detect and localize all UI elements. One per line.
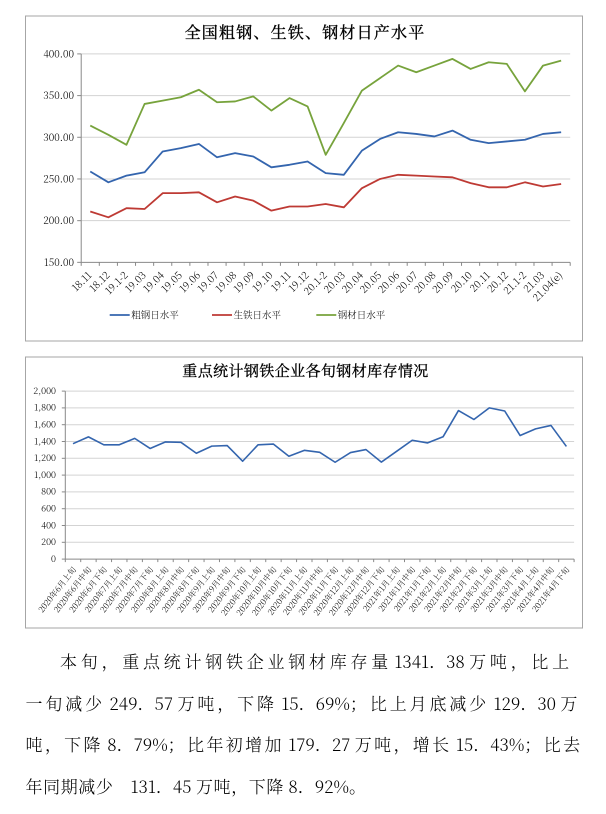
svg-text:400.00: 400.00 <box>43 45 74 60</box>
svg-text:300.00: 300.00 <box>43 129 74 144</box>
svg-text:1,000: 1,000 <box>34 468 56 481</box>
svg-text:150.00: 150.00 <box>44 254 74 269</box>
svg-text:2,000: 2,000 <box>33 384 56 397</box>
svg-text:1,400: 1,400 <box>34 434 56 447</box>
svg-text:350.00: 350.00 <box>43 87 74 102</box>
svg-text:1,600: 1,600 <box>34 418 56 431</box>
svg-text:1,800: 1,800 <box>34 401 56 414</box>
svg-text:全国粗钢、生铁、钢材日产水平: 全国粗钢、生铁、钢材日产水平 <box>185 20 426 43</box>
svg-text:粗钢日水平: 粗钢日水平 <box>131 308 179 322</box>
svg-text:200.00: 200.00 <box>43 212 74 227</box>
svg-text:400: 400 <box>41 518 56 531</box>
svg-text:重点统计钢铁企业各旬钢材库存情况: 重点统计钢铁企业各旬钢材库存情况 <box>182 360 428 381</box>
svg-text:1,200: 1,200 <box>34 451 56 464</box>
svg-text:800: 800 <box>41 485 56 498</box>
svg-text:0: 0 <box>51 552 56 565</box>
svg-text:钢材日水平: 钢材日水平 <box>338 308 386 322</box>
svg-text:250.00: 250.00 <box>43 170 74 185</box>
svg-text:200: 200 <box>41 535 56 548</box>
svg-text:600: 600 <box>41 502 56 515</box>
svg-text:生铁日水平: 生铁日水平 <box>234 308 282 322</box>
